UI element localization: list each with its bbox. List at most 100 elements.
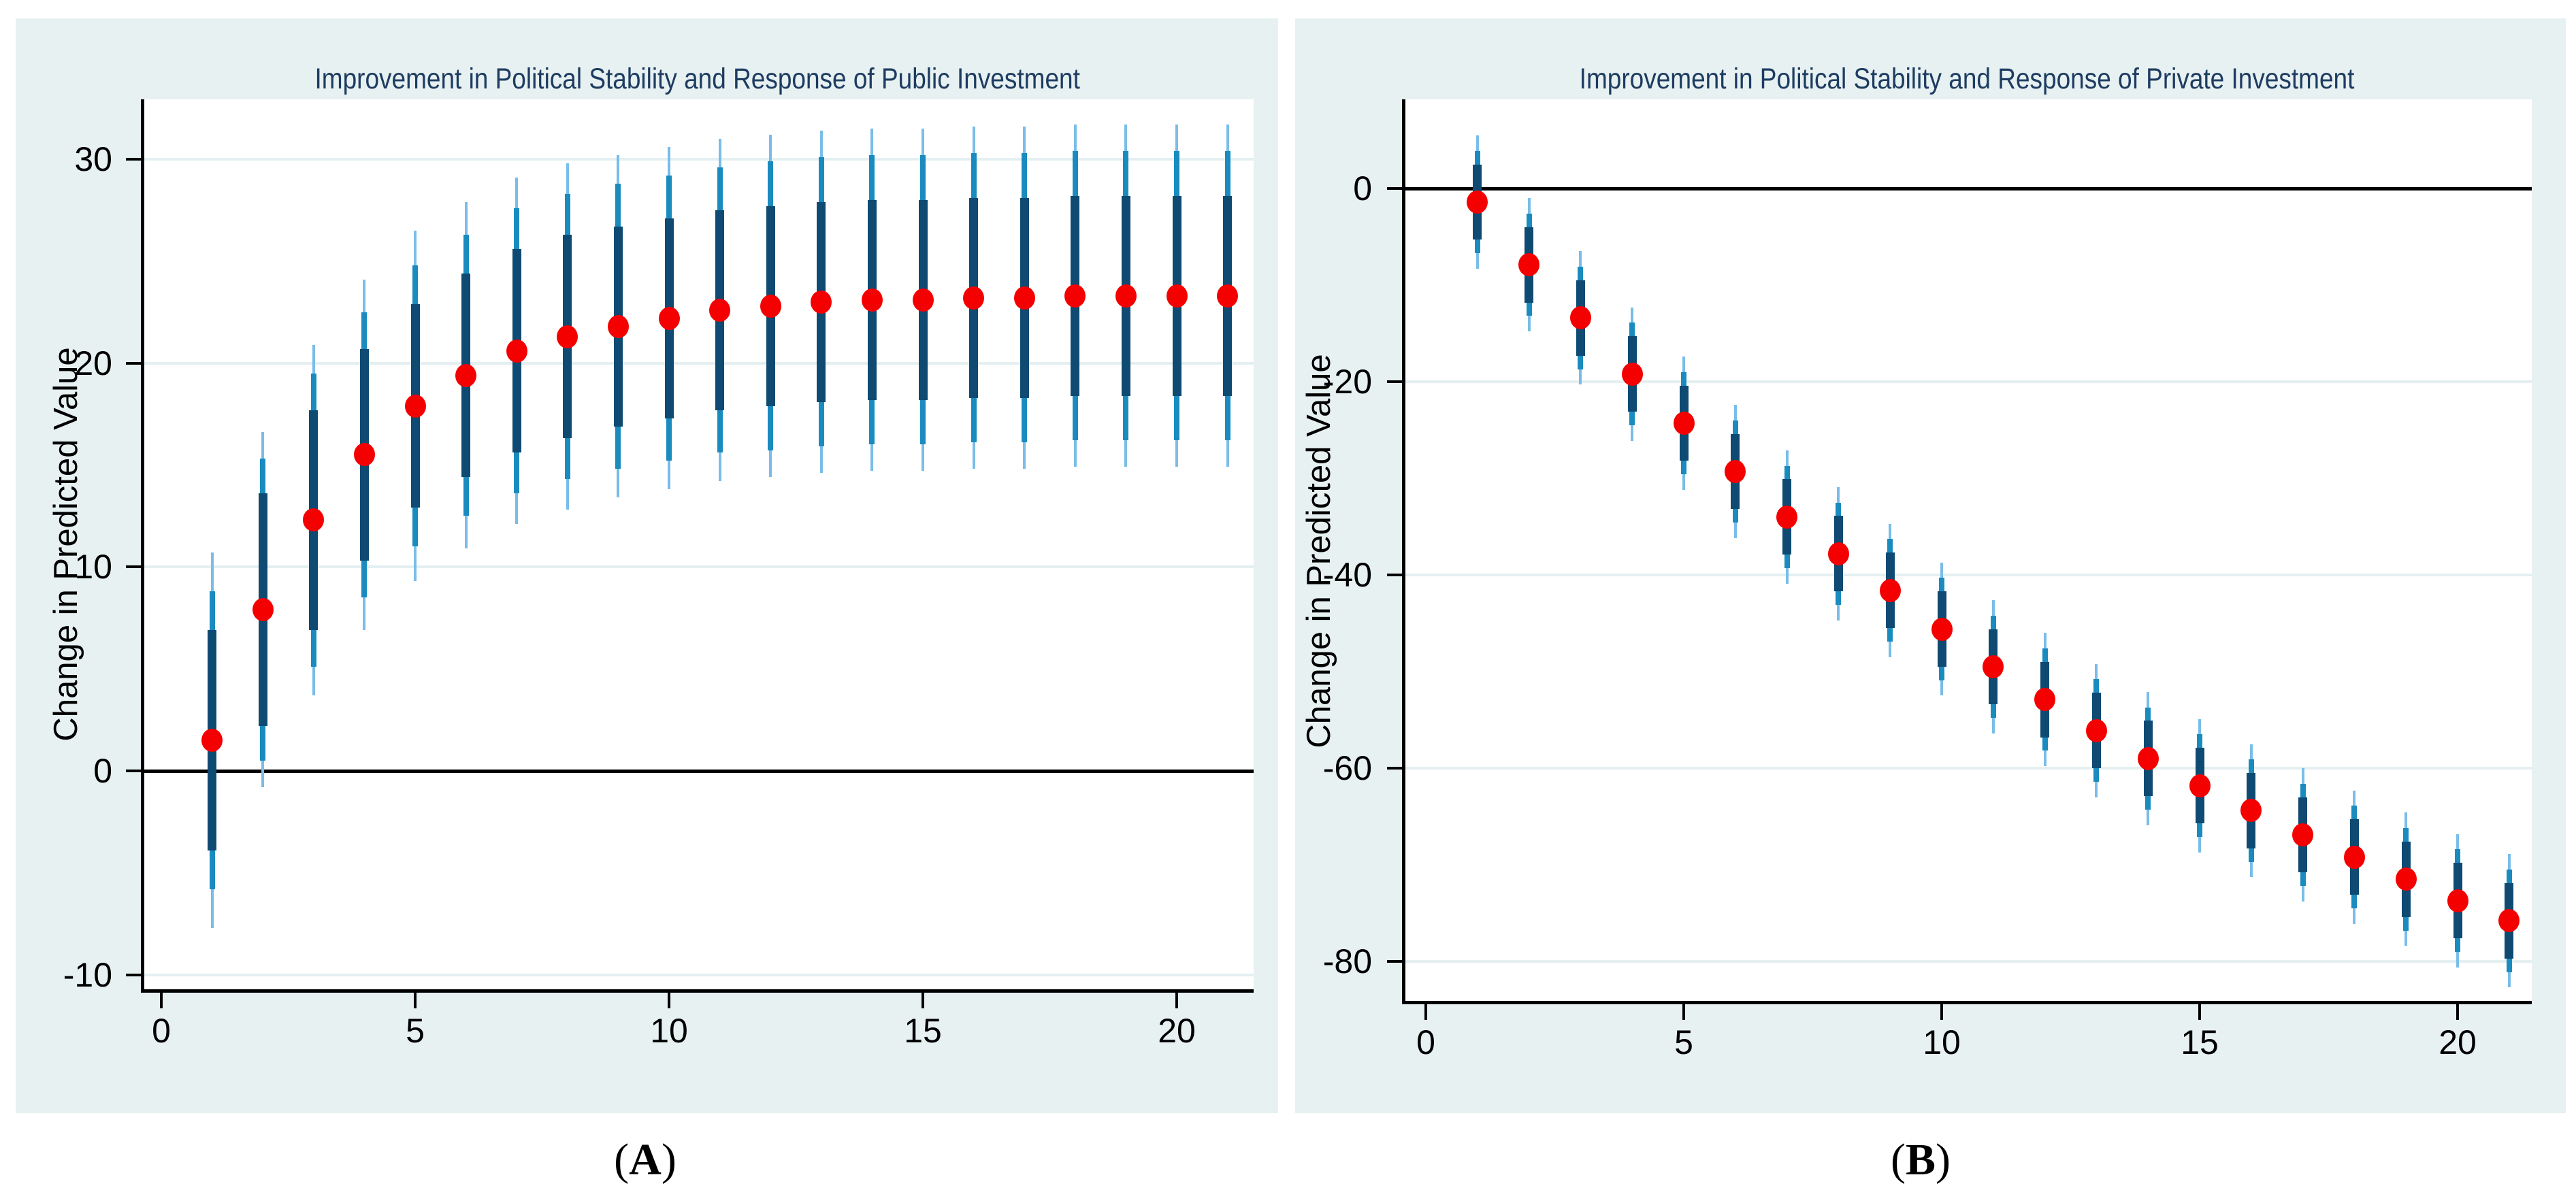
x-tick-label: 20: [2439, 1023, 2477, 1061]
y-tick: [126, 770, 141, 772]
chart-b-y-axis-label: Change in Predicted Value: [1301, 354, 1337, 748]
chart-b-title-text: Improvement in Political Stability and R…: [1579, 63, 2355, 95]
y-tick-label: 20: [74, 344, 112, 382]
x-tick-label: 5: [1674, 1023, 1693, 1061]
data-point-dot: [760, 294, 781, 318]
x-tick-label: 20: [1158, 1012, 1196, 1050]
data-point-dot: [2498, 909, 2520, 933]
data-point-dot: [1673, 412, 1695, 435]
data-point-dot: [1467, 190, 1488, 214]
data-point-dot: [2292, 823, 2314, 846]
gridline: [1402, 960, 2532, 963]
x-axis-line: [1402, 1001, 2532, 1004]
data-point-dot: [1217, 284, 1239, 308]
y-axis-line: [1402, 99, 1405, 1002]
data-point-dot: [811, 290, 832, 314]
data-point-dot: [1518, 253, 1540, 277]
panel-a-caption: (A): [614, 1134, 676, 1186]
data-point-dot: [2240, 799, 2262, 823]
gridline: [1402, 380, 2532, 383]
y-tick: [1387, 767, 1402, 770]
x-tick-label: 15: [2181, 1023, 2219, 1061]
data-point-dot: [557, 325, 578, 348]
gridline: [141, 565, 1254, 569]
y-tick: [126, 565, 141, 569]
x-tick: [2198, 1004, 2201, 1020]
data-point-dot: [709, 298, 731, 322]
y-tick: [1387, 574, 1402, 576]
x-tick-label: 0: [1416, 1023, 1435, 1061]
data-point-dot: [455, 363, 477, 387]
y-tick: [126, 973, 141, 976]
data-point-dot: [1827, 542, 1849, 565]
x-tick-label: 10: [1923, 1023, 1961, 1061]
x-tick: [668, 992, 670, 1008]
x-tick: [1175, 992, 1178, 1008]
data-point-dot: [2085, 718, 2107, 742]
data-point-dot: [1064, 284, 1086, 308]
y-tick-label: -20: [1322, 363, 1372, 401]
caption-b-close-paren: ): [1936, 1135, 1951, 1185]
data-point-dot: [1983, 655, 2004, 678]
data-point-dot: [607, 314, 629, 338]
data-point-dot: [353, 443, 375, 467]
y-tick-label: -60: [1322, 749, 1372, 787]
data-point-dot: [404, 394, 426, 418]
y-tick: [1387, 187, 1402, 190]
data-point-dot: [252, 598, 274, 622]
data-point-dot: [2034, 688, 2056, 712]
x-tick: [1682, 1004, 1685, 1020]
caption-a-letter: A: [629, 1135, 662, 1185]
data-point-dot: [1013, 286, 1035, 310]
chart-b-title: Improvement in Political Stability and R…: [1402, 63, 2532, 96]
chart-a-title-text: Improvement in Political Stability and R…: [314, 63, 1080, 95]
data-point-dot: [1776, 505, 1798, 529]
data-point-dot: [2447, 889, 2468, 912]
data-point-dot: [963, 286, 985, 310]
gridline: [141, 973, 1254, 976]
data-point-dot: [1621, 362, 1643, 386]
caption-a-open-paren: (: [614, 1135, 630, 1185]
data-point-dot: [303, 508, 325, 532]
data-point-dot: [1115, 284, 1137, 308]
data-point-dot: [2395, 867, 2417, 891]
caption-b-letter: B: [1905, 1135, 1936, 1185]
y-tick: [126, 361, 141, 365]
data-point-dot: [658, 306, 680, 330]
x-tick: [2456, 1004, 2459, 1020]
data-point-dot: [1725, 460, 1746, 484]
x-tick: [414, 992, 417, 1008]
caption-a-close-paren: ): [661, 1135, 676, 1185]
y-tick: [126, 157, 141, 161]
panel-b-caption: (B): [1891, 1134, 1951, 1186]
data-point-dot: [2189, 774, 2211, 797]
gridline: [141, 157, 1254, 161]
x-axis-line: [141, 989, 1254, 993]
x-tick: [1940, 1004, 1943, 1020]
y-tick: [1387, 380, 1402, 383]
zero-line: [141, 769, 1254, 773]
data-point-dot: [2137, 746, 2159, 770]
y-tick-label: -80: [1322, 942, 1372, 980]
gridline: [141, 361, 1254, 365]
plot-area: [141, 99, 1254, 991]
data-point-dot: [861, 288, 883, 312]
y-tick-label: 10: [74, 548, 112, 586]
y-tick-label: 0: [1353, 169, 1372, 208]
gridline: [1402, 767, 2532, 770]
data-point-dot: [201, 729, 223, 753]
gridline: [1402, 574, 2532, 576]
x-tick-label: 10: [650, 1012, 688, 1050]
x-tick: [160, 992, 163, 1008]
y-tick-label: 30: [74, 139, 112, 178]
y-axis-line: [141, 99, 144, 991]
y-tick: [1387, 960, 1402, 963]
x-tick: [922, 992, 924, 1008]
x-tick-label: 0: [152, 1012, 171, 1050]
x-tick: [1424, 1004, 1427, 1020]
data-point-dot: [506, 339, 527, 363]
data-point-dot: [2343, 845, 2365, 869]
data-point-dot: [1569, 306, 1591, 330]
y-tick-label: -40: [1322, 556, 1372, 594]
